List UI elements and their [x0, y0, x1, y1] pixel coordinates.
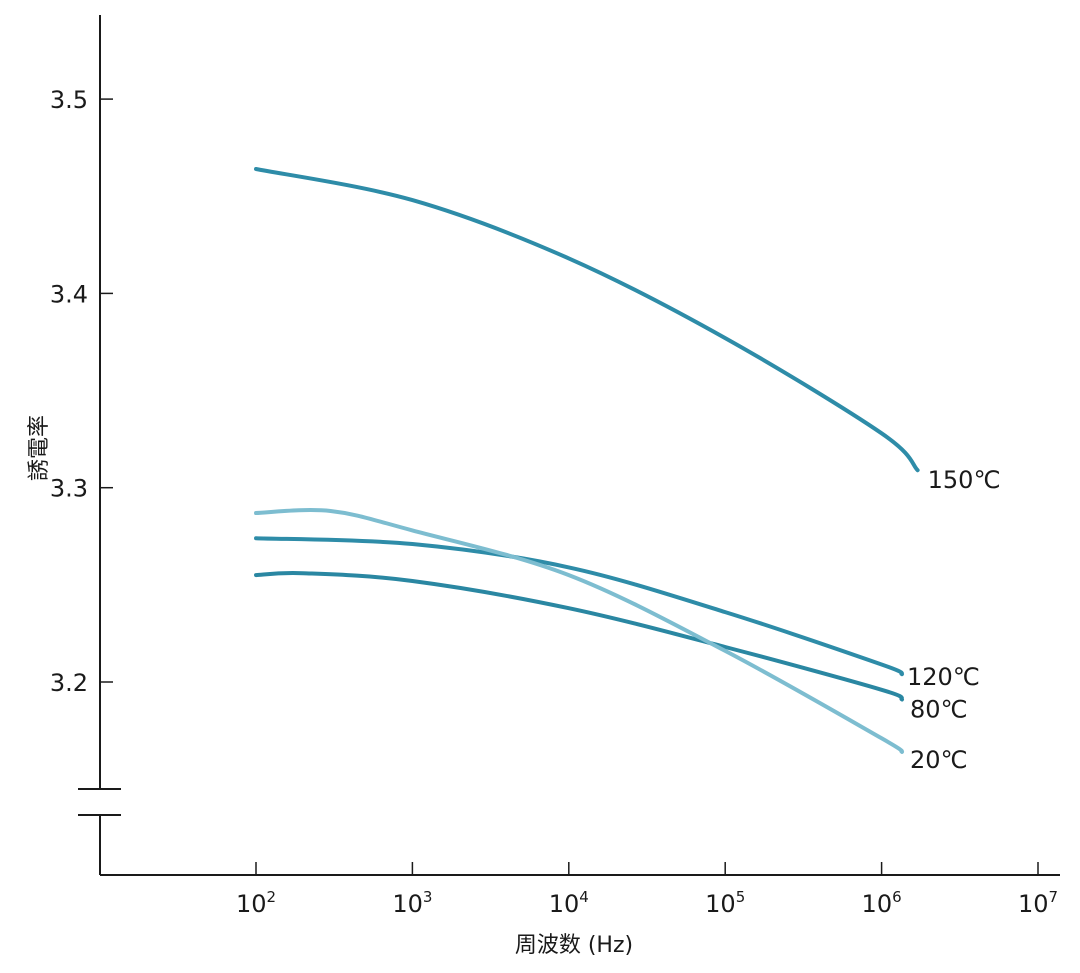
y-tick-label: 3.4 — [50, 280, 88, 308]
x-tick-base: 10 — [392, 890, 423, 918]
axes — [78, 15, 1060, 876]
x-tick-label: 103 — [392, 888, 432, 918]
series-label: 80℃ — [910, 695, 968, 723]
x-tick-label: 107 — [1018, 888, 1058, 918]
y-tick-label: 3.2 — [50, 669, 88, 697]
x-tick-base: 10 — [236, 890, 267, 918]
x-tick-exponent: 7 — [1049, 888, 1059, 906]
series-label: 20℃ — [910, 746, 968, 774]
series-group — [254, 167, 920, 754]
series-line — [254, 508, 904, 754]
x-tick-base: 10 — [1018, 890, 1049, 918]
series-label: 120℃ — [907, 663, 980, 691]
x-tick-label: 102 — [236, 888, 276, 918]
x-tick-label: 106 — [862, 888, 902, 918]
x-axis-title: 周波数 (Hz) — [515, 933, 633, 958]
x-tick-exponent: 5 — [736, 888, 746, 906]
x-tick-label: 105 — [705, 888, 745, 918]
x-tick-base: 10 — [549, 890, 580, 918]
series-line — [254, 167, 920, 473]
x-tick-base: 10 — [862, 890, 893, 918]
x-tick-exponent: 2 — [267, 888, 277, 906]
y-tick-label: 3.3 — [50, 475, 88, 503]
series-line — [254, 536, 904, 677]
x-tick-exponent: 3 — [423, 888, 433, 906]
y-tick-label: 3.5 — [50, 86, 88, 114]
x-ticks: 102 103 104 105 106 107 — [236, 862, 1058, 918]
series-labels: 150℃ 120℃ 80℃ 20℃ — [907, 466, 1000, 774]
x-tick-exponent: 6 — [892, 888, 902, 906]
y-axis-title: 誘電率 — [27, 415, 52, 481]
series-line — [254, 570, 904, 702]
series-label: 150℃ — [928, 466, 1001, 494]
y-ticks: 3.2 3.3 3.4 3.5 — [50, 86, 113, 697]
x-tick-exponent: 4 — [579, 888, 589, 906]
x-tick-base: 10 — [705, 890, 736, 918]
x-tick-label: 104 — [549, 888, 589, 918]
